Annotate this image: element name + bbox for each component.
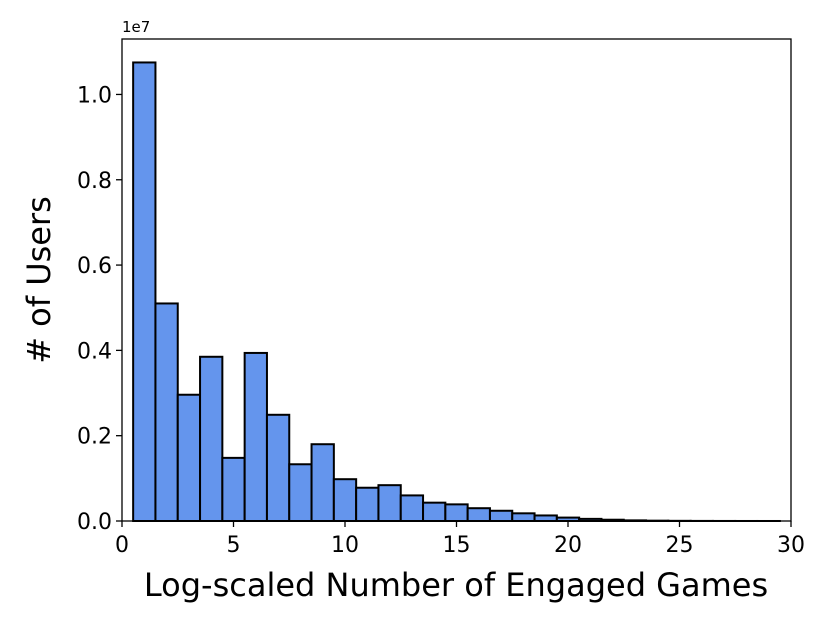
histogram-bar (422, 501, 447, 523)
histogram-bar (154, 302, 179, 522)
y-axis-ticks: 0.0 0.2 0.4 0.6 0.8 1.0 (77, 83, 122, 535)
x-axis-label: Log-scaled Number of Engaged Games (144, 566, 768, 604)
histogram-bar (176, 393, 202, 523)
histogram-bar (533, 514, 558, 523)
x-axis-ticks: 0 5 10 15 20 25 30 (115, 521, 805, 558)
histogram-bar (221, 456, 246, 522)
x-tick-label: 25 (666, 533, 694, 558)
plot-frame (121, 38, 792, 522)
histogram-bar (488, 509, 514, 522)
histogram-bar (243, 351, 268, 522)
x-tick-label: 10 (331, 533, 359, 558)
y-axis-label: # of Users (20, 196, 58, 364)
y-tick-label: 0.8 (77, 169, 112, 194)
x-tick-label: 30 (777, 533, 805, 558)
x-tick-label: 15 (443, 533, 471, 558)
histogram-bar (399, 494, 425, 522)
x-tick-label: 0 (115, 533, 129, 558)
histogram-bars (132, 61, 781, 523)
histogram-bar (511, 512, 536, 523)
histogram-bar (288, 463, 313, 522)
y-tick-label: 1.0 (77, 83, 112, 108)
histogram-bar (355, 486, 380, 523)
histogram-bar (377, 484, 402, 523)
histogram-bar (199, 355, 224, 522)
histogram-bar (310, 443, 335, 523)
x-tick-label: 5 (227, 533, 241, 558)
y-tick-label: 0.4 (77, 339, 112, 364)
histogram-bar (444, 503, 469, 522)
y-axis-offset-label: 1e7 (122, 18, 150, 36)
histogram-bar (332, 478, 358, 523)
histogram-bar (265, 413, 291, 522)
histogram-bar (466, 507, 491, 523)
x-tick-label: 20 (554, 533, 582, 558)
y-tick-label: 0.2 (77, 425, 112, 450)
y-tick-label: 0.0 (77, 510, 112, 535)
y-tick-label: 0.6 (77, 254, 112, 279)
histogram-bar (132, 61, 157, 523)
